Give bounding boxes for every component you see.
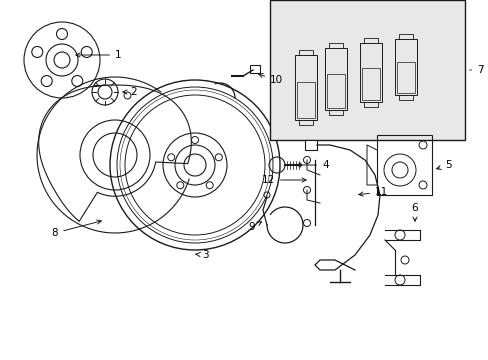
Bar — [269, 0, 464, 140]
Bar — [359, 43, 381, 102]
Text: 5: 5 — [436, 160, 451, 170]
Bar — [325, 48, 346, 110]
Text: 11: 11 — [358, 187, 387, 197]
Text: 10: 10 — [258, 73, 283, 85]
Text: 8: 8 — [52, 220, 101, 238]
Bar — [376, 135, 431, 195]
Text: 9: 9 — [248, 222, 261, 232]
Bar — [296, 82, 314, 118]
Text: 4: 4 — [296, 160, 328, 170]
Text: 7: 7 — [469, 65, 483, 75]
Text: 12: 12 — [261, 175, 305, 185]
Bar — [396, 62, 414, 93]
Bar — [305, 140, 316, 150]
Bar — [361, 68, 379, 100]
Text: 3: 3 — [195, 250, 208, 260]
Bar — [326, 74, 345, 108]
Text: 6: 6 — [411, 203, 417, 221]
Text: 2: 2 — [122, 87, 136, 97]
Bar — [294, 55, 316, 120]
Bar — [394, 39, 416, 95]
Text: 1: 1 — [76, 50, 122, 60]
Bar — [249, 65, 260, 73]
